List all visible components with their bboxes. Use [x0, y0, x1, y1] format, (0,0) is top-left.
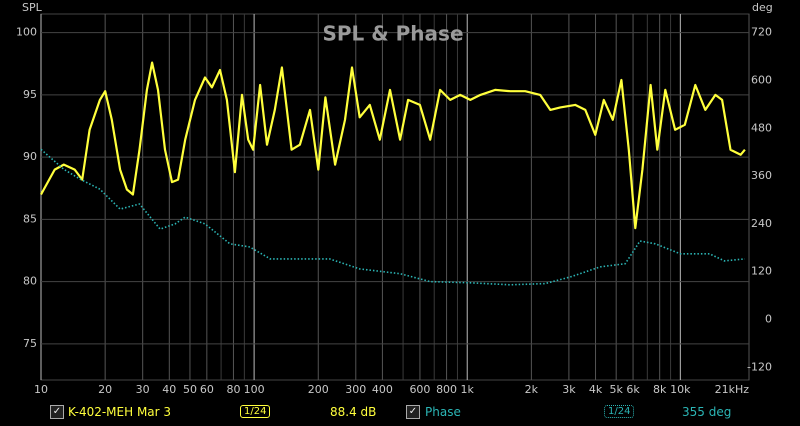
x-tick-label: 200 [308, 383, 329, 396]
x-tick-label: 60 [200, 383, 214, 396]
phase-legend: Phase [425, 405, 461, 419]
x-tick-label: 40 [162, 383, 176, 396]
chart-title: SPL & Phase [322, 22, 463, 46]
y-tick-label: 100 [16, 26, 37, 39]
y-tick-label: 85 [23, 212, 37, 225]
x-tick-label: 100 [244, 383, 265, 396]
x-tick-label: 3k [562, 383, 576, 396]
y2-tick-label: 120 [751, 265, 772, 278]
y2-tick-label: 360 [751, 169, 772, 182]
x-tick-label: 50 [183, 383, 197, 396]
y-tick-label: 95 [23, 88, 37, 101]
y2-tick-label: 600 [751, 74, 772, 87]
x-tick-label: 10 [34, 383, 48, 396]
phase-checkbox[interactable]: ✓ [406, 405, 420, 419]
spl-line [40, 61, 746, 230]
y2-tick-label: 0 [765, 312, 772, 325]
y-tick-label: 75 [23, 337, 37, 350]
x-tick-label: 5k [609, 383, 623, 396]
y-tick-label: 80 [23, 275, 37, 288]
y-axis-label: SPL [22, 1, 43, 14]
spl-checkbox[interactable]: ✓ [50, 405, 64, 419]
y2-tick-label: 240 [751, 217, 772, 230]
y-tick-label: 90 [23, 150, 37, 163]
x-tick-label: 30 [136, 383, 150, 396]
x-tick-label: 10k [670, 383, 691, 396]
x-tick-label: 6k [626, 383, 640, 396]
spl-readout: 88.4 dB [330, 405, 377, 419]
spl-legend: K-402-MEH Mar 3 [68, 405, 172, 419]
y2-axis-label: deg [752, 1, 773, 14]
phase-readout: 355 deg [682, 405, 732, 419]
x-tick-label: 400 [372, 383, 393, 396]
chart: SPL & Phase SPL deg 10 20 30 40 50 60 80 100 200… [16, 1, 773, 396]
y2-tick-label: -120 [747, 360, 772, 373]
x-tick-label: 600 [409, 383, 430, 396]
spl-smoothing[interactable]: 1/24 [240, 405, 271, 418]
x-tick-label: 4k [589, 383, 603, 396]
x-tick-label: 300 [345, 383, 366, 396]
x-tick-label: 800 [436, 383, 457, 396]
y2-tick-label: 720 [751, 26, 772, 39]
legend-bar: ✓ K-402-MEH Mar 3 1/24 88.4 dB ✓ Phase 1… [0, 402, 800, 426]
phase-line [40, 148, 745, 286]
y2-tick-label: 480 [751, 121, 772, 134]
x-tick-label: 1k [461, 383, 475, 396]
x-tick-label: 80 [226, 383, 240, 396]
phase-smoothing[interactable]: 1/24 [604, 405, 635, 418]
plot-area [40, 13, 750, 381]
x-tick-label: 21kHz [715, 383, 750, 396]
x-tick-label: 8k [653, 383, 667, 396]
x-tick-label: 20 [98, 383, 112, 396]
x-tick-label: 2k [525, 383, 539, 396]
